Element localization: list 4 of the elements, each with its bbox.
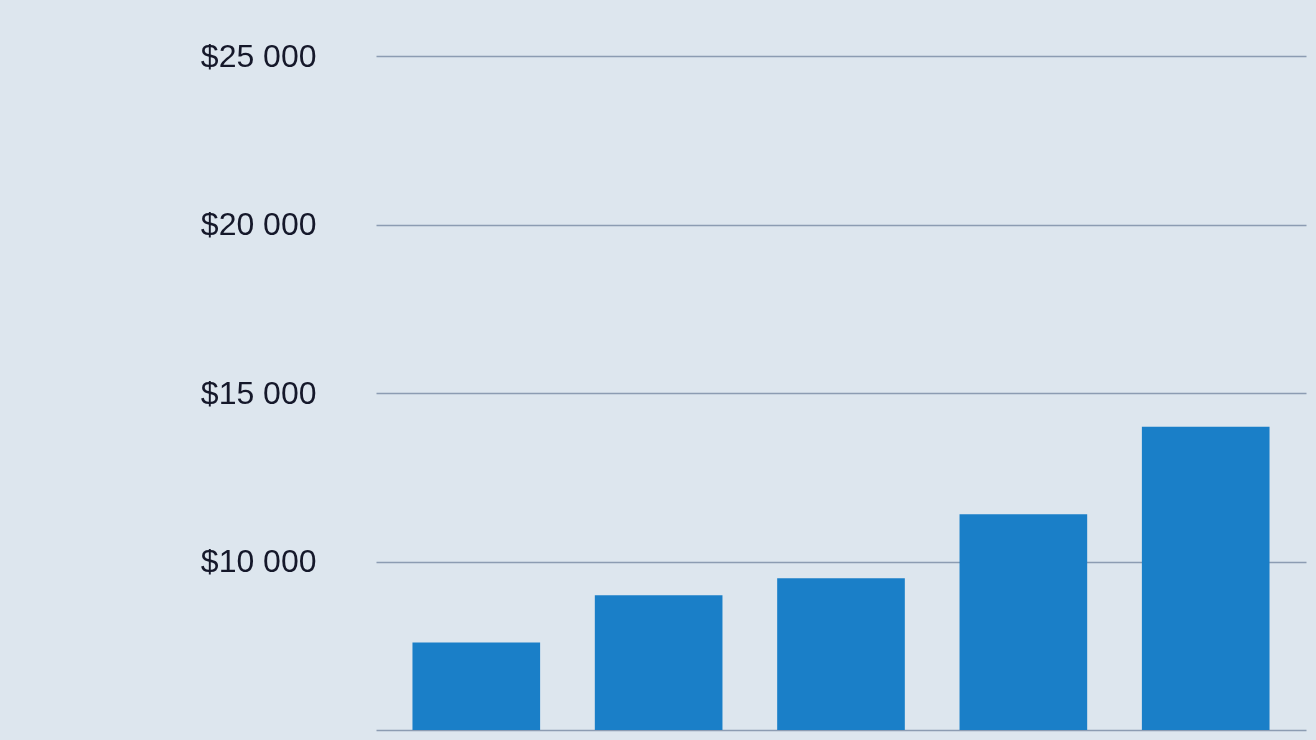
y-tick-label: $10 000	[200, 543, 317, 579]
y-tick-label: $20 000	[200, 206, 317, 242]
y-tick-label: $25 000	[200, 37, 317, 74]
y-tick-label: $15 000	[200, 374, 317, 411]
